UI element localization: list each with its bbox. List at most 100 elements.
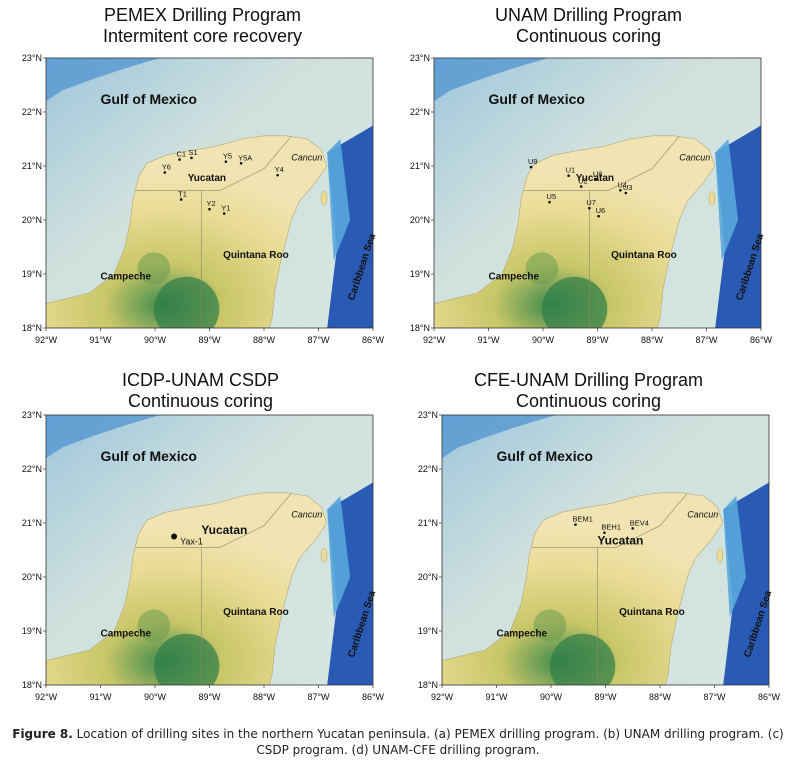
lon-tick-label: 87°W: [703, 692, 726, 702]
panel-title-line1: UNAM Drilling Program: [494, 5, 683, 25]
drill-site-label: BEM1: [573, 515, 593, 524]
label-cancun: Cancun: [687, 510, 718, 520]
highland: [153, 276, 220, 328]
highland: [153, 633, 220, 685]
lon-tick-label: 90°W: [532, 335, 555, 345]
lat-tick-label: 21°N: [22, 518, 42, 528]
map-panel-a: PEMEX Drilling Program Intermitent core …: [0, 0, 395, 360]
lat-tick-label: 20°N: [22, 572, 42, 582]
drill-site-marker: [163, 171, 167, 174]
lat-tick-label: 19°N: [418, 626, 438, 636]
deep-water-nw: [442, 415, 557, 459]
lon-tick-label: 91°W: [485, 692, 508, 702]
label-cancun: Cancun: [291, 510, 322, 520]
drill-site-marker: [574, 523, 577, 526]
state-border: [531, 493, 688, 548]
drill-site-label: BEV4: [630, 518, 649, 527]
label-gulf-of-mexico: Gulf of Mexico: [101, 91, 197, 107]
drill-site-label: T1: [178, 189, 187, 198]
cozumel-island: [716, 548, 724, 563]
map-area: 92°W 91°W 90°W 89°W 88°W 87°W 86°W 23°N 22°N 21°N…: [22, 410, 385, 702]
lat-tick-label: 23°N: [22, 410, 42, 420]
drill-site-marker: [624, 191, 628, 195]
lon-tick-label: 91°W: [89, 335, 112, 345]
deep-water-nw: [434, 58, 549, 102]
map-figure: 92°W 91°W 90°W 89°W 88°W 87°W 86°W 23°N 22°N 21°N…: [410, 53, 773, 345]
lat-tick-label: 21°N: [410, 161, 430, 171]
cozumel-island: [708, 191, 716, 206]
label-quintana-roo: Quintana Roo: [223, 607, 289, 618]
panel-title-line1: ICDP-UNAM CSDP: [121, 370, 279, 390]
label-campeche: Campeche: [489, 271, 540, 282]
map-panel-b: UNAM Drilling Program Continuous coring …: [396, 0, 793, 360]
drill-site-marker: [178, 158, 181, 161]
lat-tick-label: 18°N: [22, 323, 42, 333]
lat-tick-label: 22°N: [22, 464, 42, 474]
drill-site-label: S1: [189, 148, 198, 157]
drill-site-marker: [579, 185, 583, 188]
label-cancun: Cancun: [679, 153, 710, 163]
lon-tick-label: 92°W: [35, 692, 58, 702]
drill-site-label: Yax-1: [180, 537, 203, 547]
lat-tick-label: 19°N: [410, 269, 430, 279]
drill-site-label: C1: [177, 150, 187, 159]
drill-site-label: Y6: [162, 162, 171, 171]
drill-site-marker: [171, 533, 178, 540]
lat-tick-label: 18°N: [22, 680, 42, 690]
panel-title: PEMEX Drilling Program Intermitent core …: [5, 5, 400, 47]
panel-title: CFE-UNAM Drilling Program Continuous cor…: [390, 370, 787, 412]
lat-tick-label: 19°N: [22, 269, 42, 279]
lon-tick-label: 88°W: [649, 692, 672, 702]
lat-tick-label: 20°N: [410, 215, 430, 225]
lat-tick-label: 18°N: [418, 680, 438, 690]
map-panel-d: CFE-UNAM Drilling Program Continuous cor…: [396, 360, 793, 722]
drill-site-marker: [529, 165, 533, 169]
yucatan-peninsula: [46, 135, 328, 328]
drill-site-marker: [567, 174, 570, 178]
label-campeche: Campeche: [101, 271, 152, 282]
yucatan-peninsula: [46, 492, 328, 685]
lon-tick-label: 88°W: [641, 335, 664, 345]
label-yucatan: Yucatan: [188, 173, 226, 184]
lon-tick-label: 88°W: [253, 335, 276, 345]
drill-site-label: U7: [586, 198, 596, 207]
highland: [541, 276, 608, 328]
deep-water-nw: [46, 415, 161, 459]
lat-tick-label: 21°N: [22, 161, 42, 171]
caption-label: Figure 8.: [12, 727, 73, 741]
lon-tick-label: 87°W: [307, 692, 330, 702]
lon-tick-label: 86°W: [362, 335, 385, 345]
lon-tick-label: 89°W: [586, 335, 609, 345]
drill-site-label: Y5A: [238, 153, 252, 162]
drill-site-marker: [594, 178, 598, 181]
lat-tick-label: 22°N: [418, 464, 438, 474]
drill-site-label: U9: [528, 157, 538, 166]
map-area: 92°W 91°W 90°W 89°W 88°W 87°W 86°W 23°N 22°N 21°N…: [22, 53, 385, 345]
lat-tick-label: 20°N: [22, 215, 42, 225]
lat-tick-label: 20°N: [418, 572, 438, 582]
lat-tick-label: 18°N: [410, 323, 430, 333]
lon-tick-label: 89°W: [198, 692, 221, 702]
lon-tick-label: 92°W: [423, 335, 446, 345]
lon-tick-label: 86°W: [750, 335, 773, 345]
drill-site-marker: [222, 212, 226, 215]
lon-tick-label: 90°W: [144, 692, 167, 702]
label-yucatan: Yucatan: [201, 523, 247, 537]
drill-site-label: U1: [566, 166, 576, 175]
lon-tick-label: 92°W: [35, 335, 58, 345]
lon-tick-label: 87°W: [307, 335, 330, 345]
label-campeche: Campeche: [497, 628, 548, 639]
drill-site-label: U6: [596, 206, 606, 215]
panel-title-line1: PEMEX Drilling Program: [103, 5, 302, 25]
drill-site-marker: [224, 160, 228, 163]
map-figure: 92°W 91°W 90°W 89°W 88°W 87°W 86°W 23°N 22°N 21°N…: [22, 53, 385, 345]
drill-site-label: Y4: [275, 165, 284, 174]
panel-title-line1: CFE-UNAM Drilling Program: [473, 370, 704, 390]
lon-tick-label: 86°W: [362, 692, 385, 702]
lat-tick-label: 23°N: [410, 53, 430, 63]
label-gulf-of-mexico: Gulf of Mexico: [497, 448, 593, 464]
map-panel-c: ICDP-UNAM CSDP Continuous coring 92°W 91°…: [0, 360, 395, 722]
map-figure: 92°W 91°W 90°W 89°W 88°W 87°W 86°W 23°N 22°N 21°N…: [418, 410, 781, 702]
drill-site-marker: [190, 156, 193, 160]
caption-text: Location of drilling sites in the northe…: [76, 727, 784, 757]
